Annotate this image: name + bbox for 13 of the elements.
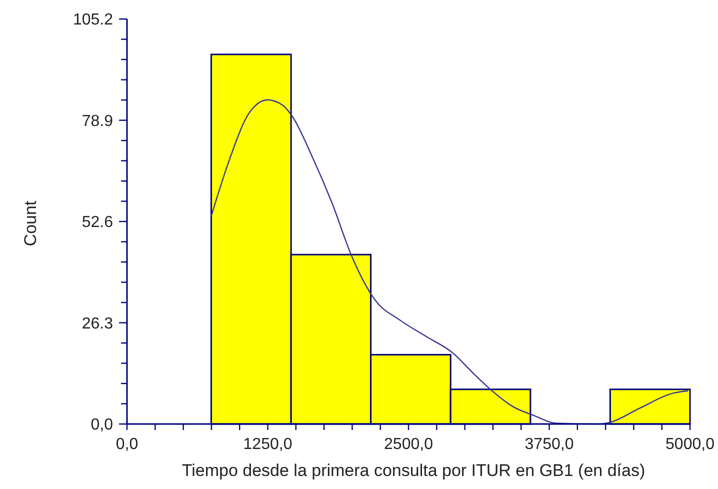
x-tick-label: 5000,0: [666, 436, 715, 453]
x-tick-label: 1250,0: [243, 436, 292, 453]
x-tick-label: 0,0: [116, 436, 138, 453]
y-tick-label: 78.9: [82, 112, 114, 130]
y-tick-label: 26.3: [82, 315, 114, 332]
x-axis-title: Tiempo desde la primera consulta por ITUR en GB1 (en días): [182, 461, 646, 480]
y-tick-label: 105.2: [72, 12, 114, 29]
y-tick-label: 0,0: [90, 416, 114, 434]
y-tick-label: 52.6: [82, 214, 114, 232]
x-tick-label: 2500,0: [384, 436, 434, 453]
line-series: [210, 99, 689, 425]
y-axis-title: Count: [21, 200, 40, 246]
x-tick-label: 3750,0: [524, 436, 574, 453]
